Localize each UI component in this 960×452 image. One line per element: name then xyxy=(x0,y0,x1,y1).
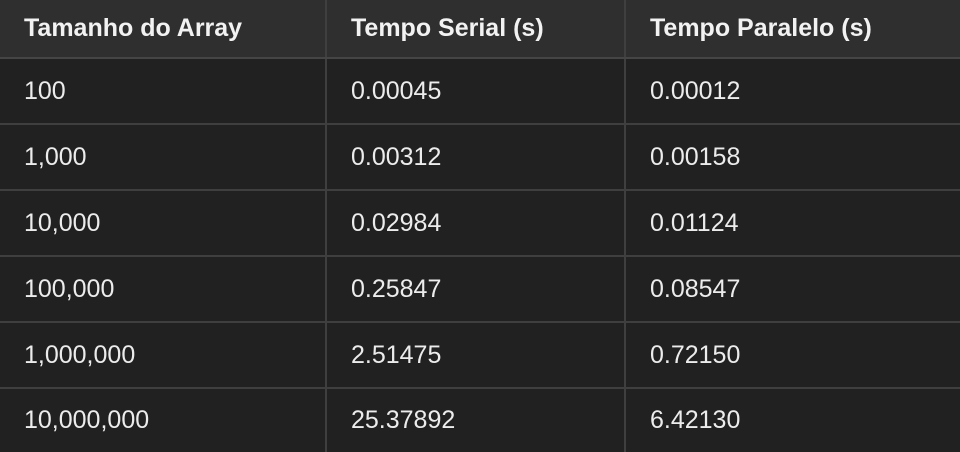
cell-parallel-time: 0.00012 xyxy=(625,58,960,125)
table-row: 1,000,000 2.51475 0.72150 xyxy=(0,322,960,389)
table-row: 1,000 0.00312 0.00158 xyxy=(0,124,960,191)
table-row: 100,000 0.25847 0.08547 xyxy=(0,256,960,323)
cell-serial-time: 0.00312 xyxy=(326,124,626,191)
cell-serial-time: 2.51475 xyxy=(326,322,626,389)
header-serial-time: Tempo Serial (s) xyxy=(326,0,626,59)
cell-parallel-time: 0.00158 xyxy=(625,124,960,191)
table-header: Tamanho do Array Tempo Serial (s) Tempo … xyxy=(0,0,960,59)
table-row: 10,000,000 25.37892 6.42130 xyxy=(0,388,960,452)
cell-serial-time: 0.25847 xyxy=(326,256,626,323)
cell-array-size: 1,000 xyxy=(0,124,327,191)
cell-array-size: 1,000,000 xyxy=(0,322,327,389)
cell-array-size: 100 xyxy=(0,58,327,125)
header-array-size: Tamanho do Array xyxy=(0,0,327,59)
cell-parallel-time: 6.42130 xyxy=(650,406,741,434)
cell-array-size: 10,000 xyxy=(0,190,327,257)
cell-parallel-time: 0.72150 xyxy=(625,322,960,389)
cell-parallel-time: 0.08547 xyxy=(625,256,960,323)
table-row: 100 0.00045 0.00012 xyxy=(0,58,960,125)
header-row: Tamanho do Array Tempo Serial (s) Tempo … xyxy=(0,0,960,59)
cell-serial-time: 0.00045 xyxy=(326,58,626,125)
table-row: 10,000 0.02984 0.01124 xyxy=(0,190,960,257)
cell-serial-time: 0.02984 xyxy=(326,190,626,257)
cell-parallel-time: 0.01124 xyxy=(625,190,960,257)
cell-array-size: 10,000,000 xyxy=(0,388,327,452)
cell-array-size: 100,000 xyxy=(0,256,327,323)
header-parallel-time: Tempo Paralelo (s) xyxy=(625,0,960,59)
table-body: 100 0.00045 0.00012 1,000 0.00312 0.0015… xyxy=(0,58,960,452)
cell-serial-time: 25.37892 xyxy=(326,388,626,452)
